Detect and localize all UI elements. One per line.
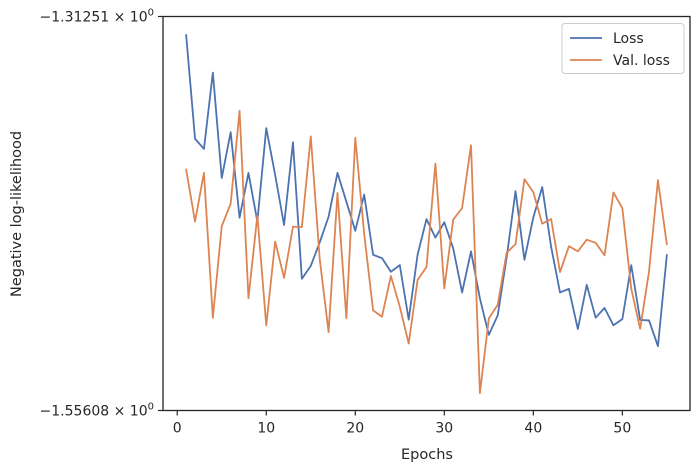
series-layer	[185, 34, 668, 394]
y-tick-label: −1.31251 × 100	[40, 8, 154, 26]
legend-box	[561, 23, 685, 74]
x-tick-label: 10	[257, 421, 275, 437]
x-tick-label: 0	[173, 421, 182, 437]
y-tick-label: −1.55608 × 100	[40, 402, 154, 420]
x-tick-label: 20	[346, 421, 364, 437]
y-axis-ticks: −1.31251 × 100 −1.55608 × 100	[40, 8, 163, 420]
x-axis-ticks: 0 10 20 30 40 50	[173, 410, 631, 437]
x-tick-label: 40	[524, 421, 542, 437]
series-line-val-loss	[185, 109, 668, 394]
legend-label-val-loss: Val. loss	[613, 53, 670, 69]
x-tick-label: 30	[435, 421, 453, 437]
plot-frame	[162, 15, 691, 412]
series-line-loss	[185, 34, 668, 348]
legend: Loss Val. loss	[561, 23, 685, 74]
x-tick-label: 50	[613, 421, 631, 437]
y-axis-label: Negative log-likelihood	[9, 131, 25, 297]
legend-label-loss: Loss	[613, 31, 644, 47]
x-axis-label: Epochs	[401, 447, 453, 463]
